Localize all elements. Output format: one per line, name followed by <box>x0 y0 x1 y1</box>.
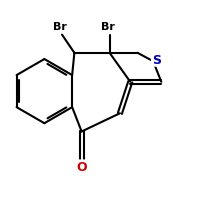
Text: Br: Br <box>53 22 67 32</box>
Text: Br: Br <box>101 22 114 32</box>
Text: O: O <box>77 160 87 173</box>
Text: S: S <box>152 54 161 67</box>
